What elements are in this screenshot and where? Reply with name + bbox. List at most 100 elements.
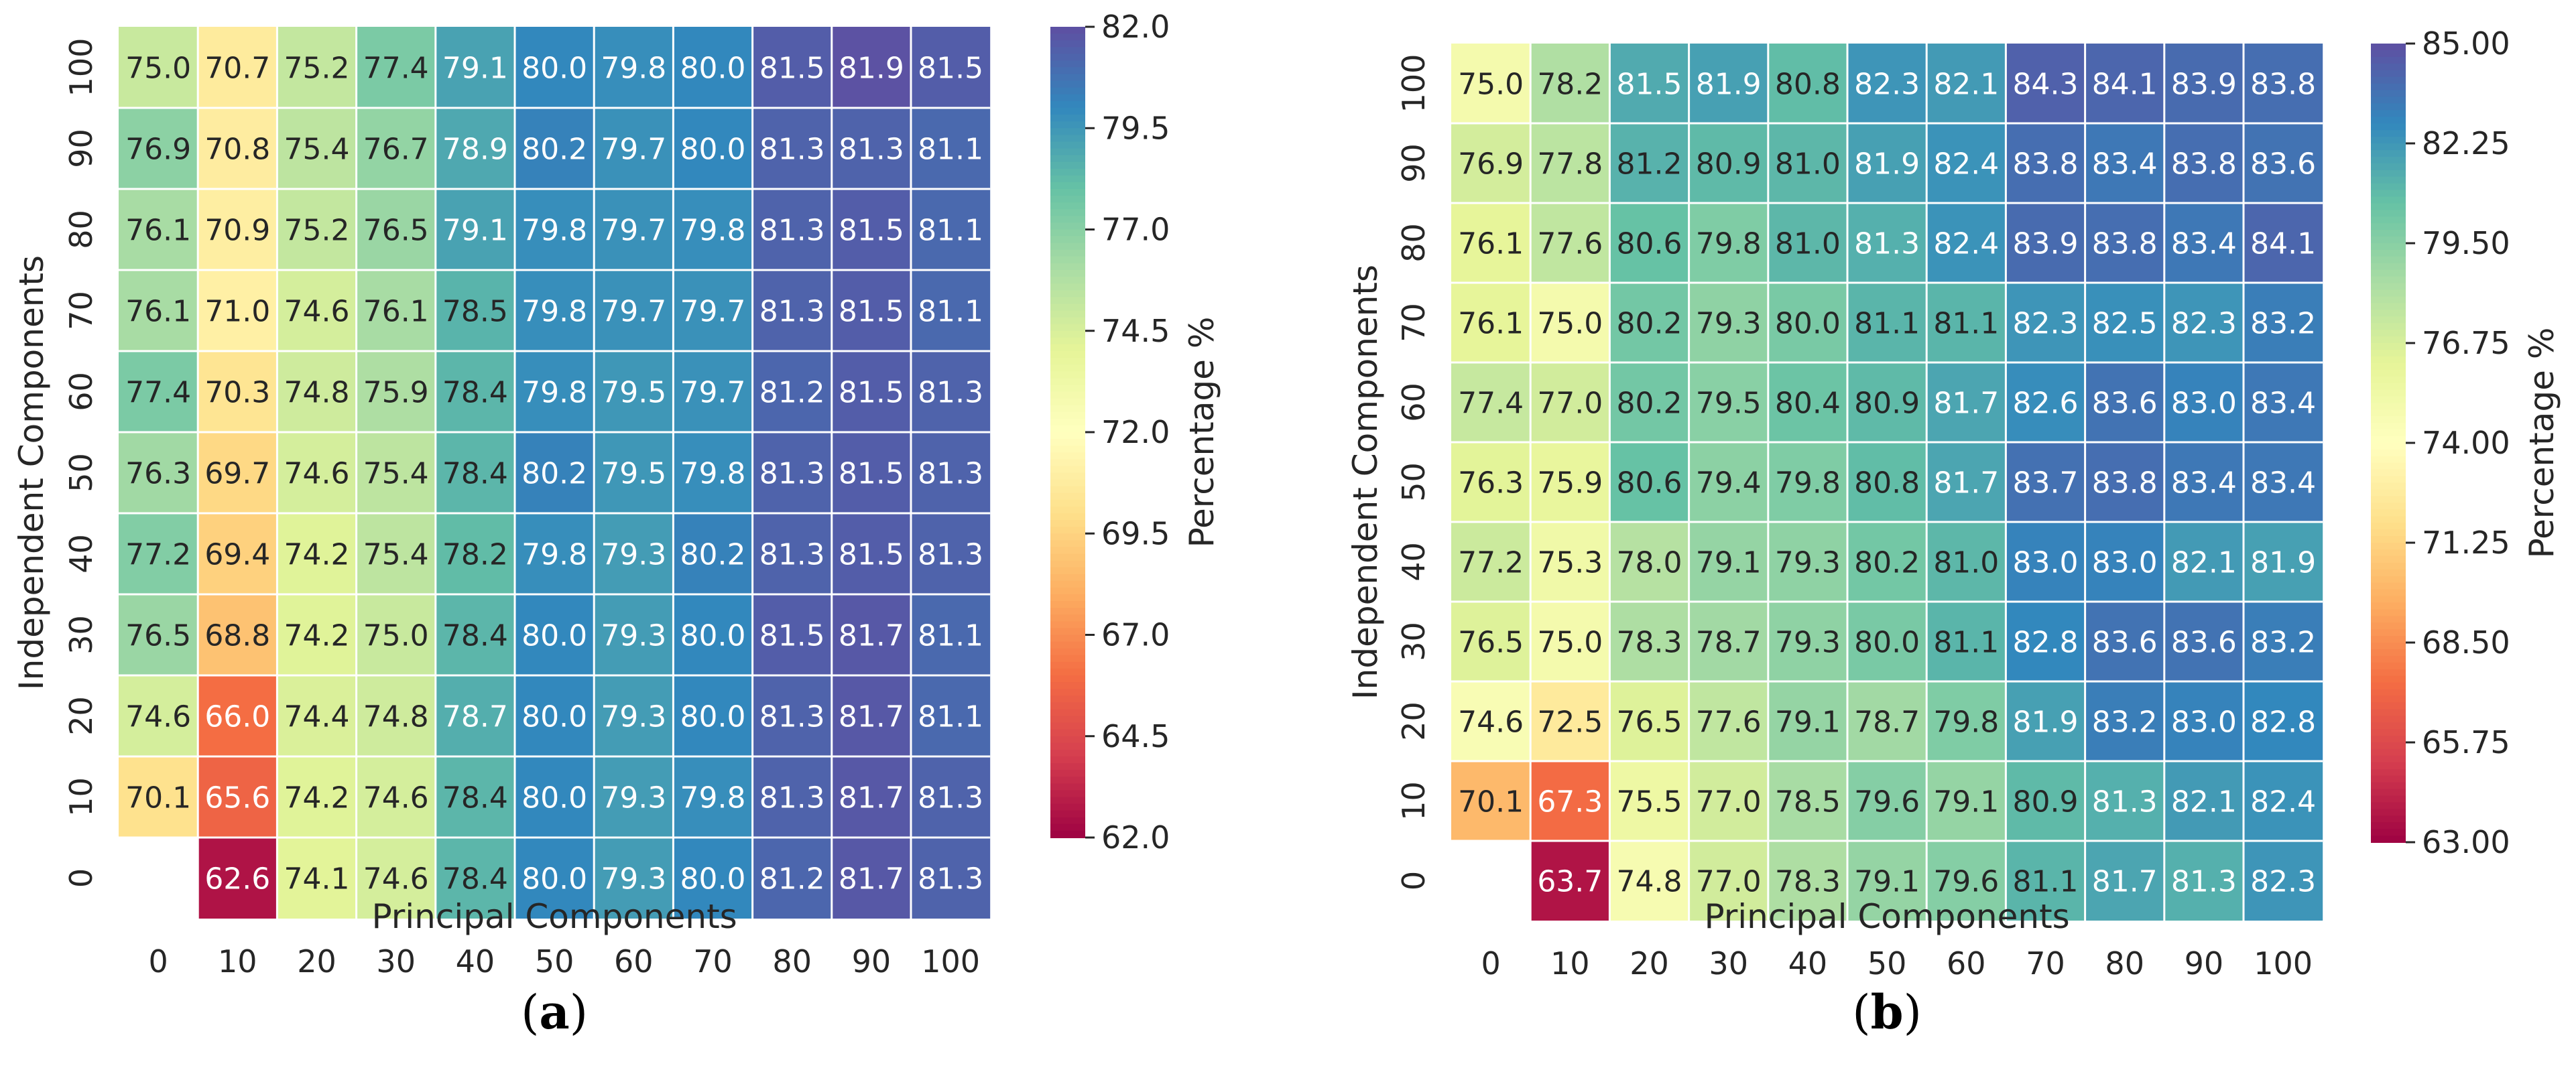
heatmap-cell-b: [2164, 841, 2244, 921]
colorbar-segment-b: [2371, 256, 2406, 264]
heatmap-cell-a: [515, 756, 595, 838]
heatmap-cell-a: [752, 513, 832, 594]
cell-value-label-b: 83.6: [2171, 626, 2237, 660]
heatmap-cell-a: [515, 108, 595, 189]
colorbar-segment-b: [2371, 130, 2406, 138]
colorbar-segment-b: [2371, 782, 2406, 790]
colorbar-segment-a: [1050, 520, 1085, 528]
heatmap-cell-a: [752, 270, 832, 351]
cell-value-label-a: 79.8: [680, 214, 746, 248]
heatmap-cell-a: [198, 513, 278, 594]
heatmap-cell-a: [356, 513, 436, 594]
colorbar-segment-a: [1050, 675, 1085, 683]
y-tick-label-a: 100: [63, 38, 99, 97]
cell-value-label-a: 79.8: [522, 538, 587, 572]
heatmap-cell-a: [277, 351, 357, 432]
heatmap-cell-b: [1451, 761, 1531, 841]
y-tick-label-a: 20: [63, 696, 99, 736]
heatmap-cell-b: [1609, 442, 1689, 522]
heatmap-cell-b: [1530, 761, 1610, 841]
cell-value-label-a: 81.5: [839, 295, 904, 329]
heatmap-cell-a: [831, 108, 911, 189]
colorbar-segment-a: [1050, 479, 1085, 487]
colorbar-segment-b: [2371, 176, 2406, 184]
heatmap-cell-a: [911, 27, 991, 108]
colorbar-segment-b: [2371, 748, 2406, 756]
cell-value-label-a: 81.2: [759, 862, 825, 896]
colorbar-segment-a: [1050, 67, 1085, 75]
cell-value-label-a: 71.0: [204, 295, 270, 329]
colorbar-segment-b: [2371, 503, 2406, 511]
cell-value-label-a: 78.4: [442, 619, 508, 653]
cell-value-label-b: 81.1: [1933, 307, 1999, 341]
heatmap-cell-b: [1926, 602, 2006, 681]
cell-value-label-b: 83.8: [2092, 466, 2158, 500]
colorbar-segment-b: [2371, 643, 2406, 650]
colorbar-segment-b: [2371, 496, 2406, 504]
cell-value-label-b: 83.8: [2171, 147, 2237, 182]
colorbar-segment-b: [2371, 443, 2406, 450]
colorbar-segment-a: [1050, 358, 1085, 366]
cell-value-label-a: 81.3: [759, 457, 825, 491]
colorbar-segment-b: [2371, 622, 2406, 630]
colorbar-segment-b: [2371, 482, 2406, 490]
cell-value-label-a: 79.8: [522, 214, 587, 248]
heatmap-cell-a: [356, 189, 436, 270]
heatmap-cell-b: [1609, 283, 1689, 362]
heatmap-cell-a: [673, 270, 753, 351]
heatmap-cell-b: [2006, 283, 2085, 362]
heatmap-cell-a: [673, 756, 753, 838]
heatmap-cell-b: [1530, 522, 1610, 602]
cell-value-label-a: 76.5: [125, 619, 191, 653]
colorbar-segment-a: [1050, 202, 1085, 210]
cell-value-label-a: 80.2: [522, 457, 587, 491]
cell-value-label-b: 81.0: [1933, 546, 1999, 580]
heatmap-cell-a: [752, 27, 832, 108]
cell-value-label-a: 81.3: [918, 538, 983, 572]
heatmap-cell-b: [1530, 283, 1610, 362]
heatmap-panel-b: 75.0 78.2 81.5 81.9 80.8 82.3 82.1 84.3 84.1 83.9…: [1346, 25, 2561, 1040]
colorbar-segment-a: [1050, 418, 1085, 426]
cell-value-label-b: 79.5: [1696, 387, 1762, 421]
colorbar-segment-a: [1050, 432, 1085, 440]
cell-value-label-b: 79.3: [1775, 626, 1841, 660]
cell-value-label-b: 80.2: [1617, 307, 1682, 341]
heatmap-cell-b: [1926, 841, 2006, 921]
cell-value-label-b: 78.3: [1617, 626, 1682, 660]
colorbar-segment-a: [1050, 790, 1085, 798]
colorbar-segment-a: [1050, 216, 1085, 224]
x-tick-label-b: 60: [1947, 945, 1986, 982]
cell-value-label-b: 81.9: [1854, 147, 1920, 182]
heatmap-cell-a: [515, 351, 595, 432]
cell-value-label-b: 79.8: [1775, 466, 1841, 500]
heatmap-cell-b: [1689, 123, 1768, 203]
colorbar-segment-a: [1050, 94, 1085, 102]
heatmap-cell-b: [1451, 123, 1531, 203]
cell-value-label-a: 81.1: [918, 619, 983, 653]
heatmap-cell-a: [119, 432, 198, 513]
heatmap-cell-a: [673, 432, 753, 513]
heatmap-cell-b: [1609, 123, 1689, 203]
colorbar-segment-a: [1050, 513, 1085, 521]
cell-value-label-a: 81.3: [759, 214, 825, 248]
x-tick-label-b: 90: [2185, 945, 2224, 982]
heatmap-cell-a: [515, 189, 595, 270]
heatmap-cell-a: [911, 756, 991, 838]
cell-value-label-a: 78.9: [442, 133, 508, 167]
x-tick-label-a: 70: [693, 943, 733, 980]
cell-value-label-a: 66.0: [204, 700, 270, 734]
heatmap-cell-b: [1530, 442, 1610, 522]
heatmap-cell-a: [673, 108, 753, 189]
y-tick-label-a: 50: [63, 453, 99, 492]
colorbar-segment-a: [1050, 47, 1085, 55]
y-tick-label-b: 0: [1396, 871, 1432, 890]
x-axis-title-b: Principal Components: [1704, 897, 2069, 936]
heatmap-cell-a: [515, 270, 595, 351]
cell-value-label-a: 70.9: [204, 214, 270, 248]
cell-value-label-b: 82.3: [2013, 307, 2079, 341]
heatmap-cell-b: [2164, 761, 2244, 841]
colorbar-segment-b: [2371, 589, 2406, 597]
colorbar-segment-b: [2371, 143, 2406, 151]
heatmap-cell-a: [356, 838, 436, 919]
colorbar-tick-label-b: 76.75: [2422, 325, 2510, 361]
